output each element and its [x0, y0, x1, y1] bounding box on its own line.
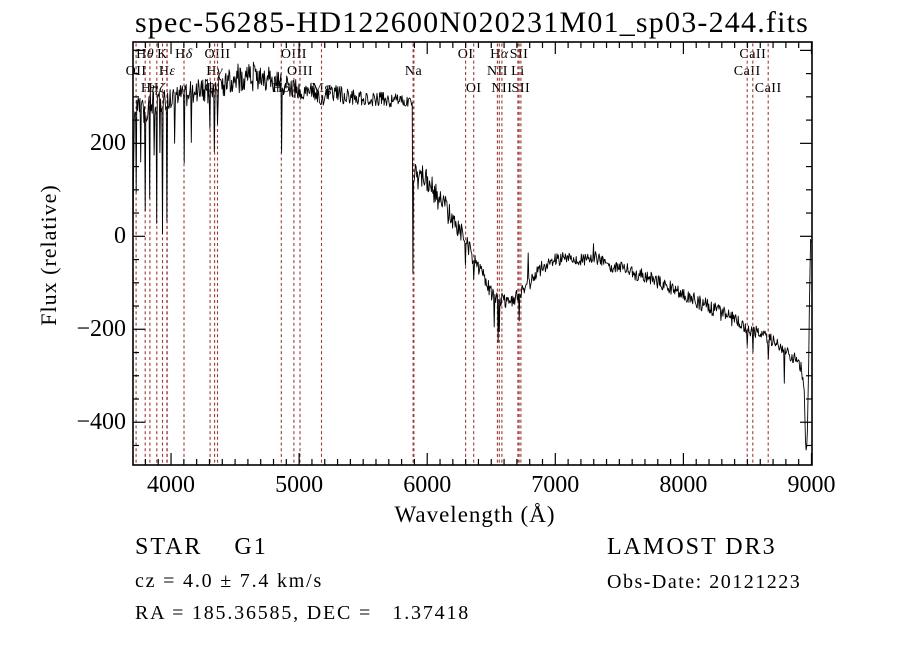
obs-date-text: Obs-Date: 20121223 [607, 571, 802, 593]
spectral-line-label: K [157, 47, 168, 62]
spectral-line-label: Hβ [272, 81, 291, 96]
spectral-line-label: SII [509, 47, 529, 62]
spectral-line-label: NII [486, 64, 508, 79]
x-tick-label: 7000 [531, 472, 580, 498]
spectral-line-label: Na [404, 64, 423, 79]
spectral-line-label: CaII [733, 64, 761, 79]
spectral-line-label: OI [465, 81, 482, 96]
object-class-text: STAR G1 [135, 534, 268, 560]
spectral-line-label: Mg [311, 81, 332, 96]
spectral-line-label: Hζ [148, 81, 166, 96]
radial-velocity-text: cz = 4.0 ± 7.4 km/s [135, 570, 324, 592]
spectral-line-label: Hγ [206, 64, 223, 79]
spectral-line-label: OIII [286, 64, 314, 79]
plot-frame [132, 41, 813, 466]
spectral-line-label: Li [511, 64, 525, 79]
x-tick-label: 8000 [659, 472, 708, 498]
spectral-line-label: OII [125, 64, 147, 79]
spectral-line-label: OIII [280, 47, 307, 62]
x-tick-label: 5000 [275, 472, 324, 498]
spectral-line-label: OIII [204, 47, 231, 62]
spectral-line-label: Hα [490, 47, 509, 62]
spectral-line-label: SII [511, 81, 531, 96]
spectral-line-label: CaII [754, 81, 782, 96]
spectral-line-label: OI [457, 47, 474, 62]
spectral-line-label: NII [491, 81, 513, 96]
spectral-line-label: Hε [158, 64, 176, 79]
spectral-line-label: G [204, 81, 216, 96]
spectral-line-label: Hθ [136, 47, 155, 62]
spectral-line-label: Hδ [175, 47, 193, 62]
survey-release-text: LAMOST DR3 [607, 534, 777, 560]
x-tick-label: 9000 [787, 472, 836, 498]
y-axis-label: Flux (relative) [36, 184, 61, 326]
x-axis-label: Wavelength (Å) [394, 502, 556, 527]
x-tick-label: 6000 [403, 472, 452, 498]
plot-title: spec-56285-HD122600N020231M01_sp03-244.f… [134, 6, 810, 39]
spectral-line-label: CaII [739, 47, 767, 62]
y-tick-label: 0 [114, 223, 126, 250]
coordinates-text: RA = 185.36585, DEC = 1.37418 [135, 602, 471, 624]
spectrum-trace [132, 61, 812, 451]
y-tick-label: −400 [76, 409, 126, 436]
y-tick-label: −200 [76, 316, 126, 343]
x-tick-label: 4000 [147, 472, 196, 498]
y-tick-label: 200 [90, 130, 126, 157]
